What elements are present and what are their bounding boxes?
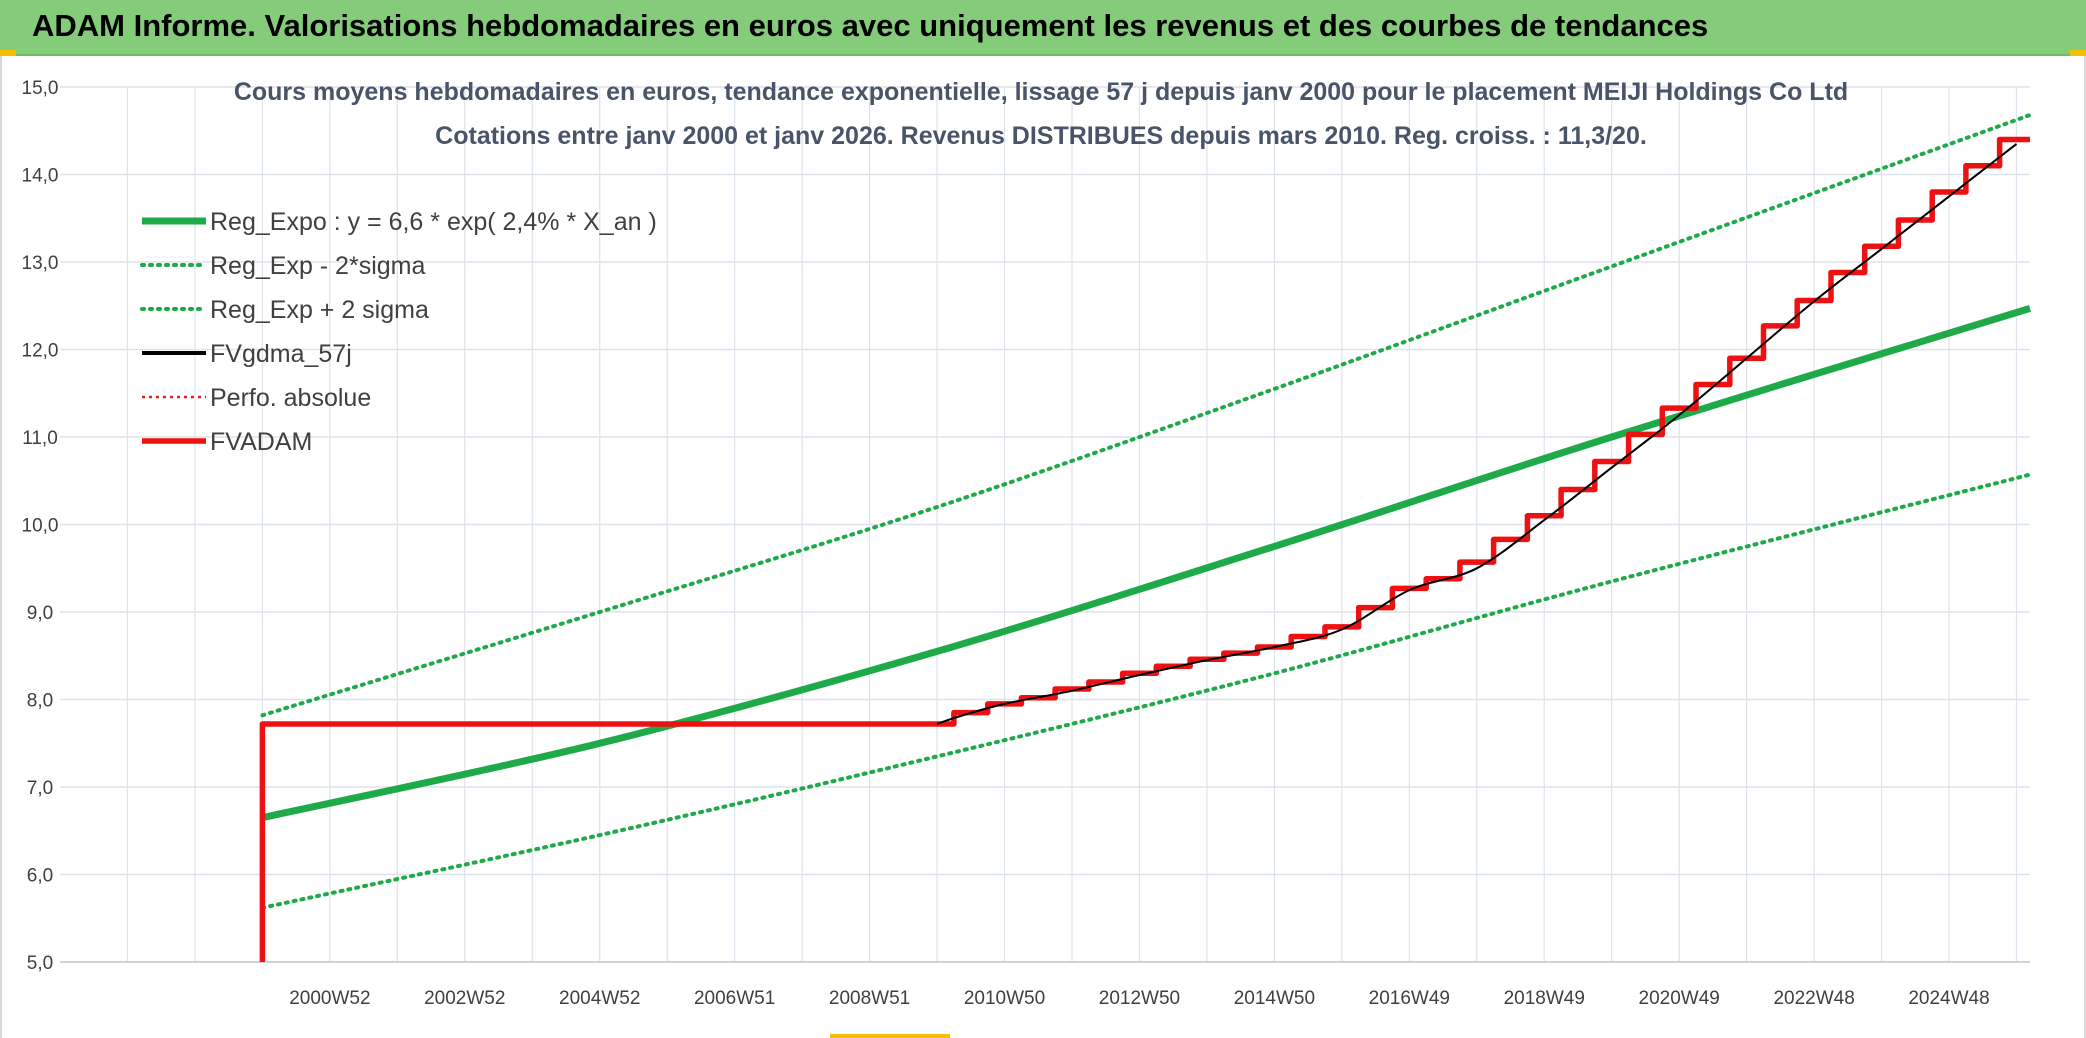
line-chart: Cours moyens hebdomadaires en euros, ten… — [22, 78, 2032, 1009]
series-reg-minus-2sigma — [260, 472, 2032, 910]
chart-area: Cours moyens hebdomadaires en euros, ten… — [0, 56, 2086, 1038]
x-tick-label: 2014W50 — [1234, 988, 1315, 1009]
y-tick-label: 14,0 — [22, 166, 59, 187]
legend-label-reg: Reg_Expo : y = 6,6 * exp( 2,4% * X_an ) — [210, 208, 657, 236]
y-axis: 5,0 6,0 7,0 8,0 9,0 10,0 11,0 12,0 13,0 14,0 15,0 — [22, 78, 59, 974]
legend-label-fvadam: FVADAM — [210, 428, 312, 456]
corner-marker — [2070, 50, 2086, 56]
corner-marker — [0, 50, 16, 56]
x-tick-label: 2024W48 — [1908, 988, 1989, 1009]
legend-label-low: Reg_Exp - 2*sigma — [210, 252, 425, 280]
series-reg-plus-2sigma — [260, 113, 2032, 718]
chart-title-line2: Cotations entre janv 2000 et janv 2026. … — [435, 122, 1647, 150]
report-title: ADAM Informe. Valorisations hebdomadaire… — [32, 8, 1709, 43]
legend-label-gdma: FVgdma_57j — [210, 340, 352, 368]
x-tick-label: 2010W50 — [964, 988, 1045, 1009]
series-fvadam — [259, 136, 2030, 962]
y-tick-label: 12,0 — [22, 341, 59, 362]
x-tick-label: 2000W52 — [289, 988, 370, 1009]
x-tick-label: 2016W49 — [1369, 988, 1450, 1009]
y-tick-label: 6,0 — [27, 866, 53, 887]
y-tick-label: 9,0 — [27, 603, 53, 624]
legend-label-high: Reg_Exp + 2 sigma — [210, 296, 429, 324]
y-tick-label: 13,0 — [22, 253, 59, 274]
y-tick-label: 5,0 — [27, 953, 53, 974]
y-tick-label: 7,0 — [27, 778, 53, 799]
x-tick-label: 2020W49 — [1639, 988, 1720, 1009]
gridlines — [60, 86, 2030, 963]
x-tick-label: 2012W50 — [1099, 988, 1180, 1009]
x-axis: 2000W52 2002W52 2004W52 2006W51 2008W51 2010W… — [289, 988, 1990, 1009]
y-tick-label: 15,0 — [22, 78, 59, 99]
x-tick-label: 2022W48 — [1773, 988, 1854, 1009]
x-tick-label: 2006W51 — [694, 988, 775, 1009]
report-banner: ADAM Informe. Valorisations hebdomadaire… — [0, 0, 2086, 56]
series-reg-expo — [261, 305, 2032, 822]
y-tick-label: 11,0 — [22, 428, 58, 449]
y-tick-label: 8,0 — [27, 691, 53, 712]
x-tick-label: 2002W52 — [424, 988, 505, 1009]
corner-marker — [830, 1034, 950, 1038]
x-tick-label: 2018W49 — [1504, 988, 1585, 1009]
series-fvgdma — [936, 143, 2018, 725]
legend: Reg_Expo : y = 6,6 * exp( 2,4% * X_an ) R… — [140, 208, 657, 456]
x-tick-label: 2008W51 — [829, 988, 910, 1009]
chart-title-line1: Cours moyens hebdomadaires en euros, ten… — [234, 78, 1848, 106]
legend-label-perfo: Perfo. absolue — [210, 384, 371, 412]
series-group — [259, 113, 2032, 962]
y-tick-label: 10,0 — [22, 516, 59, 537]
x-tick-label: 2004W52 — [559, 988, 640, 1009]
